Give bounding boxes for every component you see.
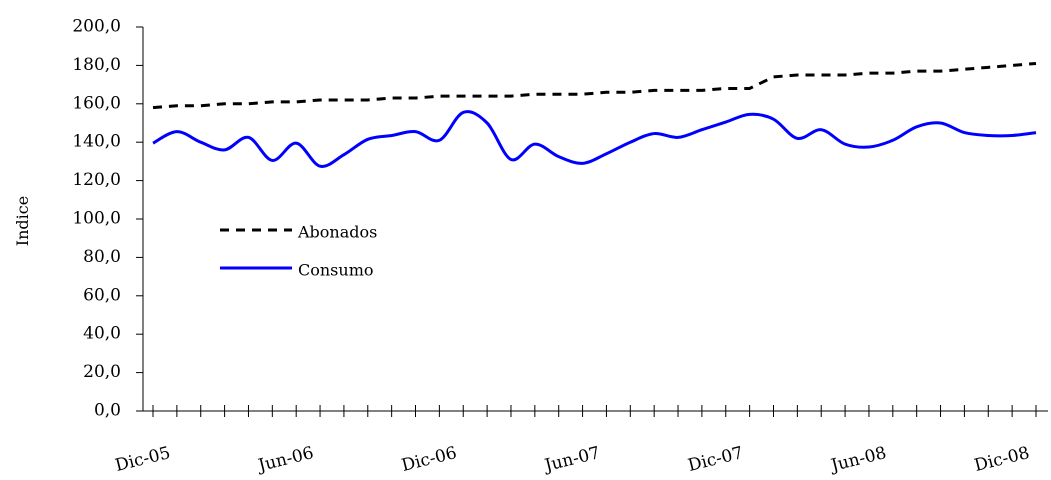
y-tick-label: 160,0 bbox=[72, 93, 121, 113]
x-tick-label: Dic-06 bbox=[400, 443, 459, 476]
y-tick-label: 40,0 bbox=[83, 324, 121, 344]
series-line-abonados bbox=[152, 61, 1037, 110]
y-axis-title: Indice bbox=[13, 196, 32, 246]
y-axis-tick-labels: 0,0 20,0 40,0 60,0 80,0 100,0 120,0 140,0 160,0 1… bbox=[72, 17, 121, 421]
legend-label-abonados: Abonados bbox=[297, 223, 377, 242]
y-tick-label: 120,0 bbox=[72, 170, 121, 190]
y-tick-label: 0,0 bbox=[94, 401, 121, 421]
series-line-consumo bbox=[152, 110, 1037, 168]
x-tick-label: Dic-05 bbox=[113, 443, 172, 476]
y-tick-label: 140,0 bbox=[72, 132, 121, 152]
series-layer bbox=[152, 61, 1037, 168]
legend-label-consumo: Consumo bbox=[298, 261, 374, 280]
x-tick-label: Dic-07 bbox=[686, 443, 745, 476]
y-tick-label: 20,0 bbox=[83, 362, 121, 382]
axes bbox=[136, 26, 1048, 417]
x-tick-label: Jun-06 bbox=[254, 443, 315, 476]
x-tick-label: Jun-07 bbox=[541, 443, 602, 476]
x-axis-tick-labels: Dic-05 Jun-06 Dic-06 Jun-07 Dic-07 Jun-08 Dic-… bbox=[113, 443, 1031, 476]
y-tick-label: 100,0 bbox=[72, 209, 121, 229]
x-tick-label: Dic-08 bbox=[972, 443, 1031, 476]
legend: Abonados Consumo bbox=[220, 223, 377, 280]
y-tick-label: 180,0 bbox=[72, 55, 121, 75]
x-tick-label: Jun-08 bbox=[827, 443, 888, 476]
y-tick-label: 60,0 bbox=[83, 285, 121, 305]
y-tick-label: 200,0 bbox=[72, 17, 121, 37]
y-tick-label: 80,0 bbox=[83, 247, 121, 267]
